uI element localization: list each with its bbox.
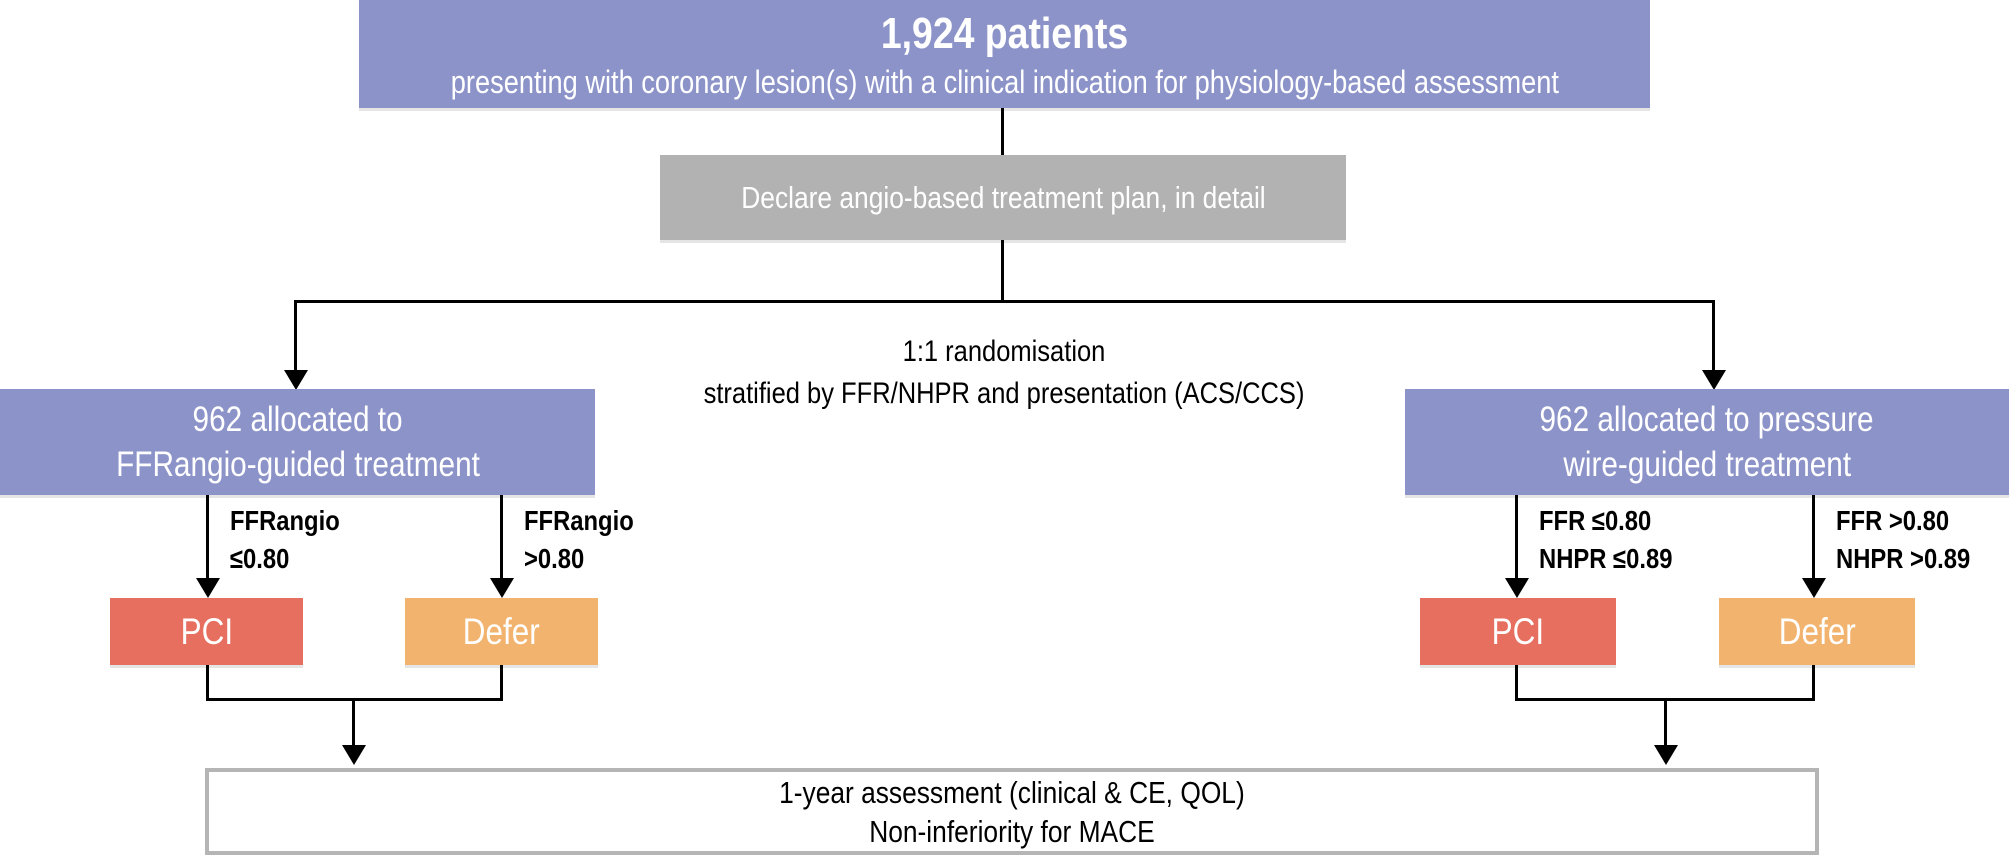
left-pci-branch-vline xyxy=(206,495,209,580)
patients-node: 1,924 patients presenting with coronary … xyxy=(359,0,1650,108)
left-merge-hline xyxy=(206,698,503,701)
right-merge-hline xyxy=(1515,698,1815,701)
arrowhead-right-assessment-icon xyxy=(1654,745,1678,765)
allocation-right-line1: 962 allocated to pressure xyxy=(1539,400,1875,439)
connector-declare-branch xyxy=(1001,240,1004,303)
pci-left-node: PCI xyxy=(110,598,303,665)
branch-left-vline xyxy=(294,300,297,372)
arrowhead-right-defer-icon xyxy=(1802,578,1826,598)
left-merge-vline-defer xyxy=(500,665,503,701)
arrowhead-left-allocation-icon xyxy=(284,370,308,390)
right-defer-branch-vline xyxy=(1812,495,1815,580)
pci-right-node: PCI xyxy=(1420,598,1616,665)
assessment-line2: Non-inferiority for MACE xyxy=(869,813,1155,849)
connector-patients-declare xyxy=(1001,108,1004,155)
patients-count: 1,924 patients xyxy=(880,9,1129,58)
right-pci-branch-vline xyxy=(1515,495,1518,580)
randomisation-text: 1:1 randomisation stratified by FFR/NHPR… xyxy=(504,331,1504,415)
branch-right-vline xyxy=(1712,300,1715,372)
defer-left-label: Defer xyxy=(463,610,540,652)
randomisation-line1: 1:1 randomisation xyxy=(902,335,1106,368)
arrowhead-left-pci-icon xyxy=(196,578,220,598)
pci-right-label: PCI xyxy=(1491,610,1545,652)
allocation-right-node: 962 allocated to pressure wire-guided tr… xyxy=(1405,389,2009,495)
assessment-node: 1-year assessment (clinical & CE, QOL) N… xyxy=(205,768,1819,855)
arrowhead-right-pci-icon xyxy=(1505,578,1529,598)
assessment-line1: 1-year assessment (clinical & CE, QOL) xyxy=(779,774,1245,810)
condition-label-left-pci: FFRangio ≤0.80 xyxy=(230,502,359,578)
condition-label-right-defer: FFR >0.80 NHPR >0.89 xyxy=(1836,502,1994,578)
arrowhead-left-defer-icon xyxy=(490,578,514,598)
allocation-left-node: 962 allocated to FFRangio-guided treatme… xyxy=(0,389,595,495)
condition-left-pci-line1: FFRangio xyxy=(230,505,340,536)
left-merge-vline-pci xyxy=(206,665,209,701)
right-merge-down-vline xyxy=(1664,700,1667,746)
arrowhead-left-assessment-icon xyxy=(342,745,366,765)
pci-left-label: PCI xyxy=(180,610,233,652)
defer-right-label: Defer xyxy=(1778,610,1856,652)
defer-right-node: Defer xyxy=(1719,598,1915,665)
right-merge-vline-defer xyxy=(1812,665,1815,701)
right-merge-vline-pci xyxy=(1515,665,1518,701)
condition-right-pci-line1: FFR ≤0.80 xyxy=(1539,505,1652,536)
left-defer-branch-vline xyxy=(500,495,503,580)
condition-left-defer-line1: FFRangio xyxy=(524,505,634,536)
arrowhead-right-allocation-icon xyxy=(1702,370,1726,390)
condition-right-defer-line2: NHPR >0.89 xyxy=(1836,543,1971,574)
randomisation-line2: stratified by FFR/NHPR and presentation … xyxy=(703,377,1305,410)
condition-left-pci-line2: ≤0.80 xyxy=(230,543,290,574)
patients-subtitle: presenting with coronary lesion(s) with … xyxy=(450,64,1559,100)
condition-label-right-pci: FFR ≤0.80 NHPR ≤0.89 xyxy=(1539,502,1696,578)
condition-label-left-defer: FFRangio >0.80 xyxy=(524,502,653,578)
condition-right-pci-line2: NHPR ≤0.89 xyxy=(1539,543,1673,574)
condition-left-defer-line2: >0.80 xyxy=(524,543,585,574)
defer-left-node: Defer xyxy=(405,598,598,665)
declare-label: Declare angio-based treatment plan, in d… xyxy=(740,179,1266,215)
allocation-right-line2: wire-guided treatment xyxy=(1563,445,1851,484)
declare-node: Declare angio-based treatment plan, in d… xyxy=(660,155,1346,240)
allocation-left-line2: FFRangio-guided treatment xyxy=(115,445,480,484)
condition-right-defer-line1: FFR >0.80 xyxy=(1836,505,1950,536)
branch-hline xyxy=(294,300,1715,303)
left-merge-down-vline xyxy=(352,700,355,746)
allocation-left-line1: 962 allocated to xyxy=(192,400,403,439)
